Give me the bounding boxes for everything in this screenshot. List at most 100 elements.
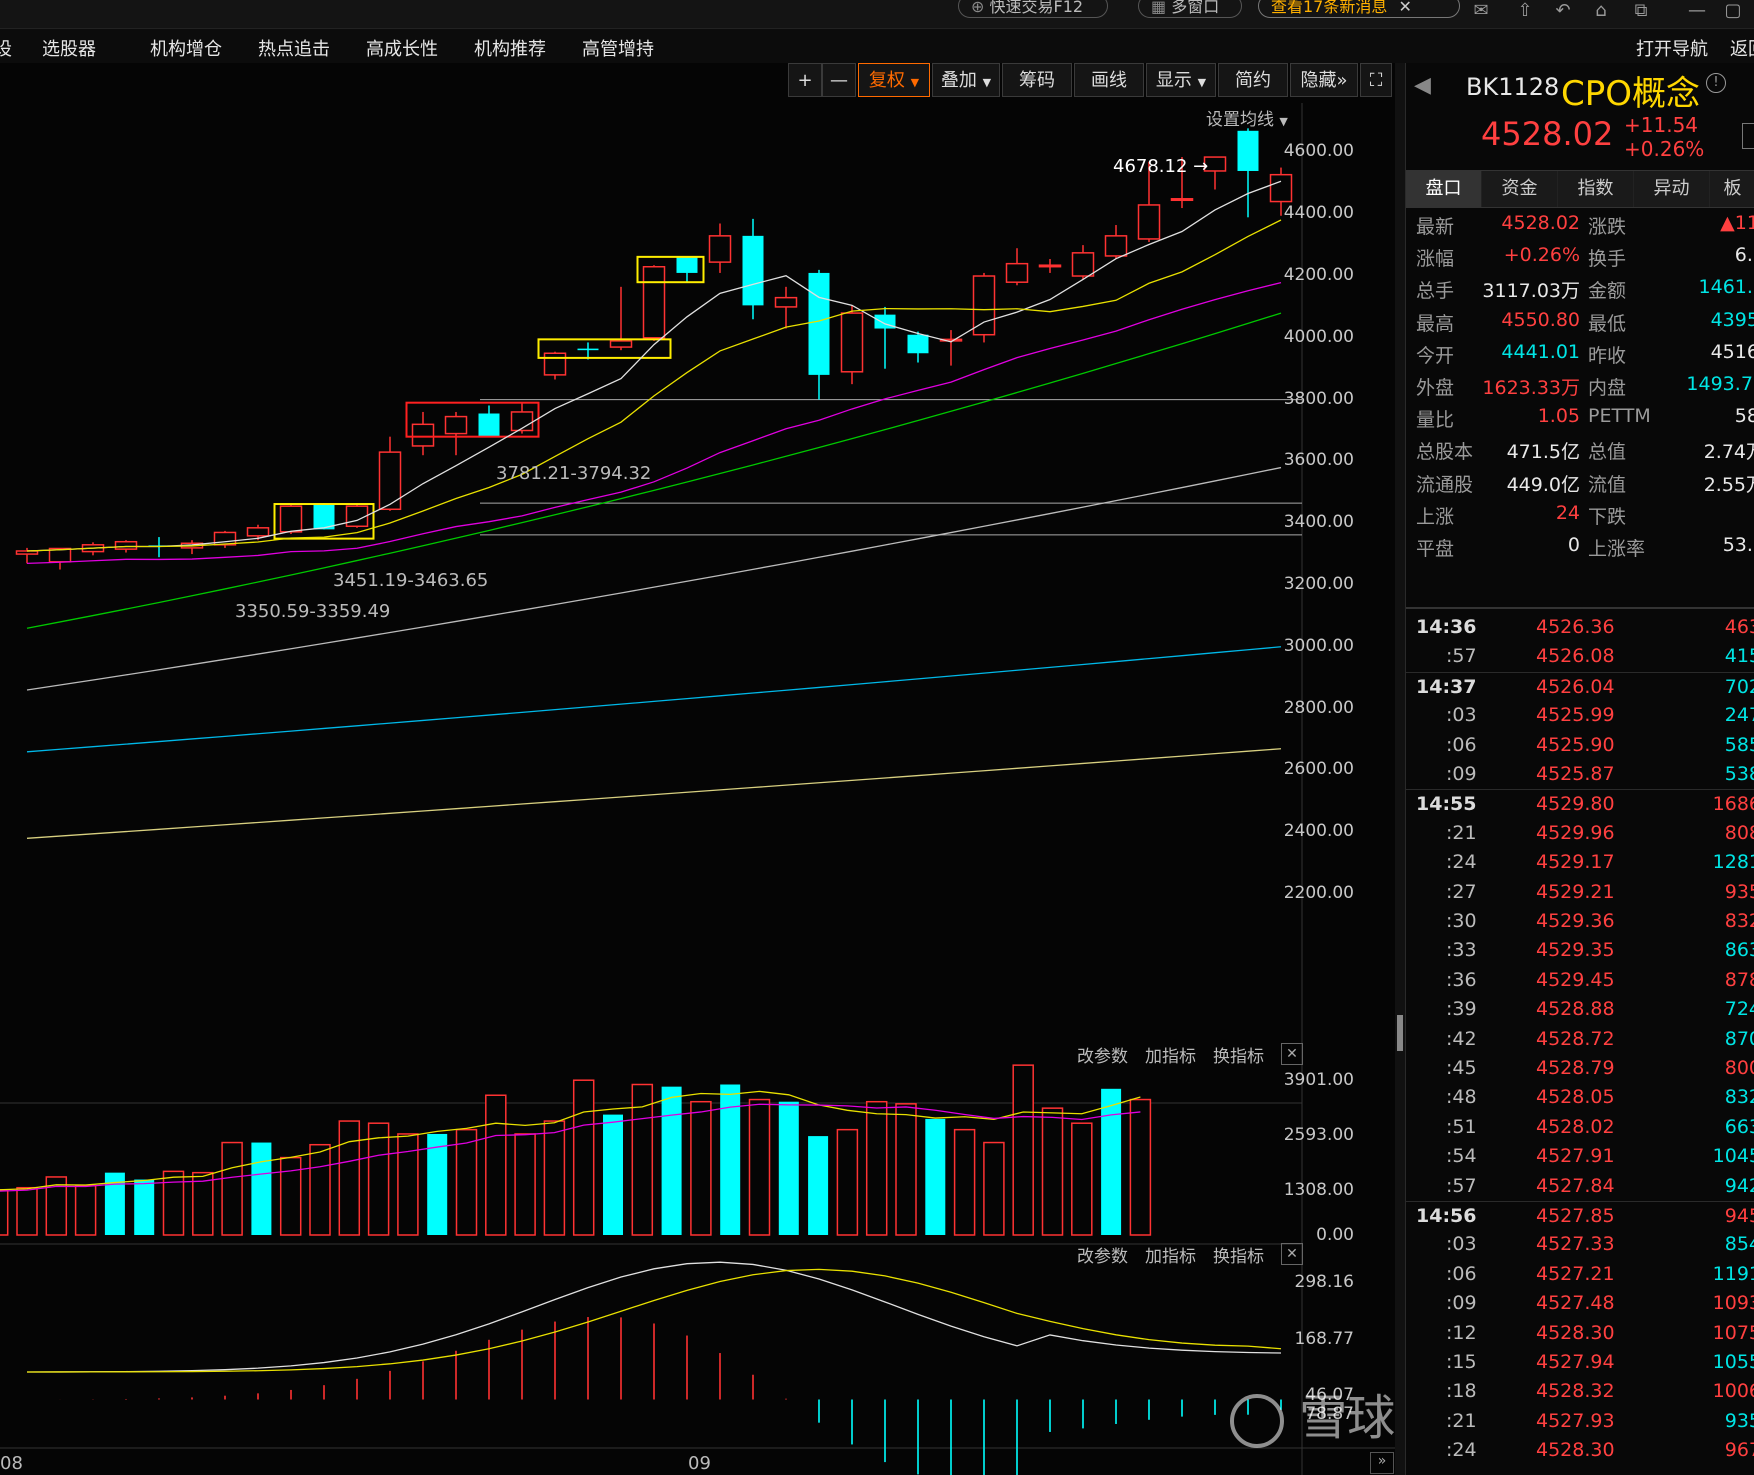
tab-funds[interactable]: 资金	[1482, 171, 1558, 207]
tick-row: :48 4528.05 832	[1406, 1083, 1754, 1113]
chart-pane[interactable]: + — 复权 ▼ 叠加 ▼ 筹码 画线 显示 ▼ 简约 隐藏» ⛶ 设置均线 ▼…	[0, 63, 1683, 1475]
quote-label: 涨跌	[1588, 216, 1627, 238]
menu-item-exec-buy[interactable]: 高管增持	[582, 39, 654, 60]
zoom-out-button[interactable]: —	[822, 63, 856, 97]
tab-alerts[interactable]: 异动	[1634, 171, 1710, 207]
pane-splitter[interactable]	[1395, 63, 1405, 1475]
price-axis-label: 4600.00	[1283, 141, 1354, 162]
simple-mode-button[interactable]: 简约	[1218, 63, 1288, 97]
close-icon[interactable]: ✕	[1398, 0, 1412, 16]
menu-item-partial[interactable]: 设	[0, 39, 12, 60]
vol-edit-params-button[interactable]: 改参数	[1077, 1047, 1128, 1067]
close-icon[interactable]: ✕	[1281, 1243, 1303, 1265]
tick-row: 14:36 4526.36 463	[1406, 613, 1754, 643]
tick-row: :03 4527.33 854	[1406, 1230, 1754, 1260]
macd-add-indicator-button[interactable]: 加指标	[1145, 1247, 1196, 1267]
highlight-box	[405, 401, 540, 438]
quote-value: 2.55万	[1703, 473, 1754, 496]
quote-value: 24	[1555, 501, 1580, 524]
vol-ma10-line	[0, 1103, 1141, 1192]
hide-label: 隐藏	[1300, 70, 1337, 91]
macd-switch-indicator-button[interactable]: 换指标	[1213, 1247, 1264, 1267]
close-icon[interactable]: ✕	[1281, 1043, 1303, 1065]
macd-edit-params-button[interactable]: 改参数	[1077, 1247, 1128, 1267]
tick-volume: 1191	[1712, 1262, 1754, 1285]
volume-bar	[455, 1128, 478, 1236]
undo-icon[interactable]: ↶	[1555, 0, 1571, 21]
panel-toggle-icon[interactable]	[1742, 123, 1754, 149]
tick-price: 4529.17	[1536, 851, 1615, 874]
quote-value: 4516.	[1710, 340, 1754, 363]
tick-row: :39 4528.88 724	[1406, 995, 1754, 1025]
fuquan-dropdown[interactable]: 复权 ▼	[858, 63, 930, 97]
info-icon[interactable]: !	[1706, 73, 1726, 93]
volume-bar	[572, 1079, 595, 1236]
tick-volume: 808	[1724, 821, 1754, 844]
menu-bar: 设 选股器 机构增仓 热点追击 高成长性 机构推荐 高管增持 打开导航 返回	[0, 29, 1754, 64]
tab-index[interactable]: 指数	[1558, 171, 1634, 207]
overlay-dropdown[interactable]: 叠加 ▼	[932, 63, 1000, 97]
volume-bar	[543, 1120, 566, 1236]
date-label: 08	[0, 1453, 23, 1474]
volume-bar	[397, 1133, 419, 1236]
splitter-handle[interactable]	[1397, 1015, 1403, 1051]
zoom-in-button[interactable]: +	[788, 63, 822, 97]
fullscreen-icon[interactable]: ⛶	[1360, 63, 1392, 97]
tick-price: 4529.96	[1536, 821, 1615, 844]
tick-row: :21 4529.96 808	[1406, 819, 1754, 849]
tab-orderbook[interactable]: 盘口	[1406, 171, 1482, 207]
vol-switch-indicator-button[interactable]: 换指标	[1213, 1047, 1264, 1067]
quick-trade-button[interactable]: ⊕ 快速交易F12	[958, 0, 1108, 18]
kline-chart[interactable]	[0, 63, 1395, 1475]
minimize-icon[interactable]: —	[1688, 0, 1706, 21]
display-dropdown[interactable]: 显示 ▼	[1146, 63, 1216, 97]
stock-code: BK1128	[1466, 73, 1560, 101]
volume-bar	[895, 1103, 917, 1236]
quote-value: +0.26%	[1503, 244, 1580, 267]
hide-button[interactable]: 隐藏»	[1290, 63, 1358, 97]
tick-time: :18	[1446, 1380, 1477, 1403]
menu-item-stock-picker[interactable]: 选股器	[42, 39, 96, 60]
messages-button[interactable]: 查看17条新消息 ✕	[1258, 0, 1460, 18]
volume-bar	[720, 1084, 741, 1235]
candle-body	[313, 503, 335, 530]
volume-bar	[134, 1179, 155, 1235]
upload-icon[interactable]: ⇧	[1517, 0, 1533, 21]
quote-value: 3117.03万	[1482, 280, 1580, 303]
tick-time: :45	[1446, 1057, 1477, 1079]
draw-line-button[interactable]: 画线	[1074, 63, 1144, 97]
collapse-arrow-icon[interactable]: ◀	[1414, 73, 1431, 98]
mail-icon[interactable]: ✉	[1473, 0, 1489, 21]
volume-bar	[367, 1122, 390, 1236]
menu-item-inst-recommend[interactable]: 机构推荐	[474, 39, 546, 60]
volume-bar	[1071, 1122, 1093, 1236]
tab-sector[interactable]: 板	[1710, 171, 1754, 207]
tick-time: :30	[1446, 910, 1477, 932]
volume-bar	[338, 1120, 361, 1236]
menu-item-hotspot[interactable]: 热点追击	[258, 39, 330, 60]
ma-settings-dropdown[interactable]: 设置均线 ▼	[1206, 105, 1288, 130]
quote-label: 流值	[1588, 473, 1627, 496]
multi-window-button[interactable]: ▦ 多窗口	[1138, 0, 1242, 18]
open-nav-link[interactable]: 打开导航	[1636, 39, 1708, 60]
tick-volume: 1006	[1712, 1380, 1754, 1403]
home-icon[interactable]: ⌂	[1595, 0, 1607, 21]
vol-add-indicator-button[interactable]: 加指标	[1145, 1047, 1196, 1067]
scroll-right-icon[interactable]: »	[1370, 1452, 1394, 1474]
tick-price: 4527.85	[1536, 1205, 1615, 1227]
tick-volume: 247	[1724, 704, 1754, 727]
volume-bar	[279, 1156, 302, 1236]
menu-item-inst-increase[interactable]: 机构增仓	[150, 39, 222, 60]
tick-volume: 945	[1724, 1205, 1754, 1227]
menu-item-growth[interactable]: 高成长性	[366, 39, 438, 60]
maximize-icon[interactable]: ▢	[1724, 0, 1742, 21]
tick-time: :06	[1446, 1262, 1477, 1285]
back-link[interactable]: 返回	[1730, 39, 1754, 60]
candle-body	[676, 257, 698, 273]
tick-price: 4526.04	[1536, 675, 1615, 698]
quote-stat-row: 平盘 0 上涨率 53.3	[1406, 528, 1754, 564]
chips-button[interactable]: 筹码	[1002, 63, 1072, 97]
layout-icon[interactable]: ⧉	[1634, 0, 1648, 21]
